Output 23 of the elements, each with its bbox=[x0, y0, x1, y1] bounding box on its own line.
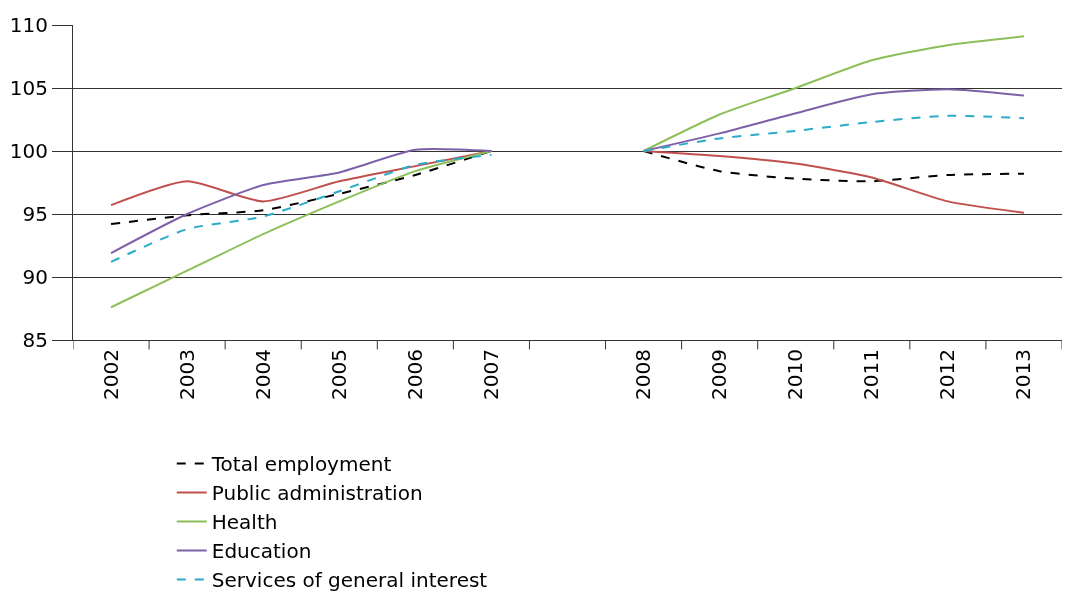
y-tick-label: 110 bbox=[9, 13, 48, 37]
y-tick-label: 100 bbox=[9, 139, 48, 163]
x-tick-label: 2006 bbox=[402, 349, 427, 400]
x-tick-label: 2013 bbox=[1011, 349, 1036, 400]
legend-label: Education bbox=[211, 539, 312, 564]
y-tick-label: 90 bbox=[22, 265, 48, 289]
legend-label: Public administration bbox=[211, 481, 423, 506]
y-tick-label: 85 bbox=[22, 328, 48, 352]
x-tick-label: 2007 bbox=[478, 349, 503, 400]
x-tick-label: 2010 bbox=[783, 349, 808, 400]
y-tick-label: 105 bbox=[9, 76, 48, 100]
x-tick-label: 2011 bbox=[859, 349, 884, 400]
legend-label: Total employment bbox=[210, 452, 392, 477]
legend-label: Services of general interest bbox=[211, 568, 488, 593]
x-tick-label: 2005 bbox=[326, 349, 351, 400]
x-tick-label: 2012 bbox=[935, 349, 960, 400]
x-tick-label: 2002 bbox=[98, 349, 123, 400]
x-tick-label: 2009 bbox=[707, 349, 732, 400]
x-tick-label: 2003 bbox=[174, 349, 199, 400]
y-tick-label: 95 bbox=[22, 202, 48, 226]
legend-label: Health bbox=[211, 510, 278, 535]
x-tick-label: 2004 bbox=[250, 349, 275, 400]
x-tick-label: 2008 bbox=[631, 349, 656, 400]
